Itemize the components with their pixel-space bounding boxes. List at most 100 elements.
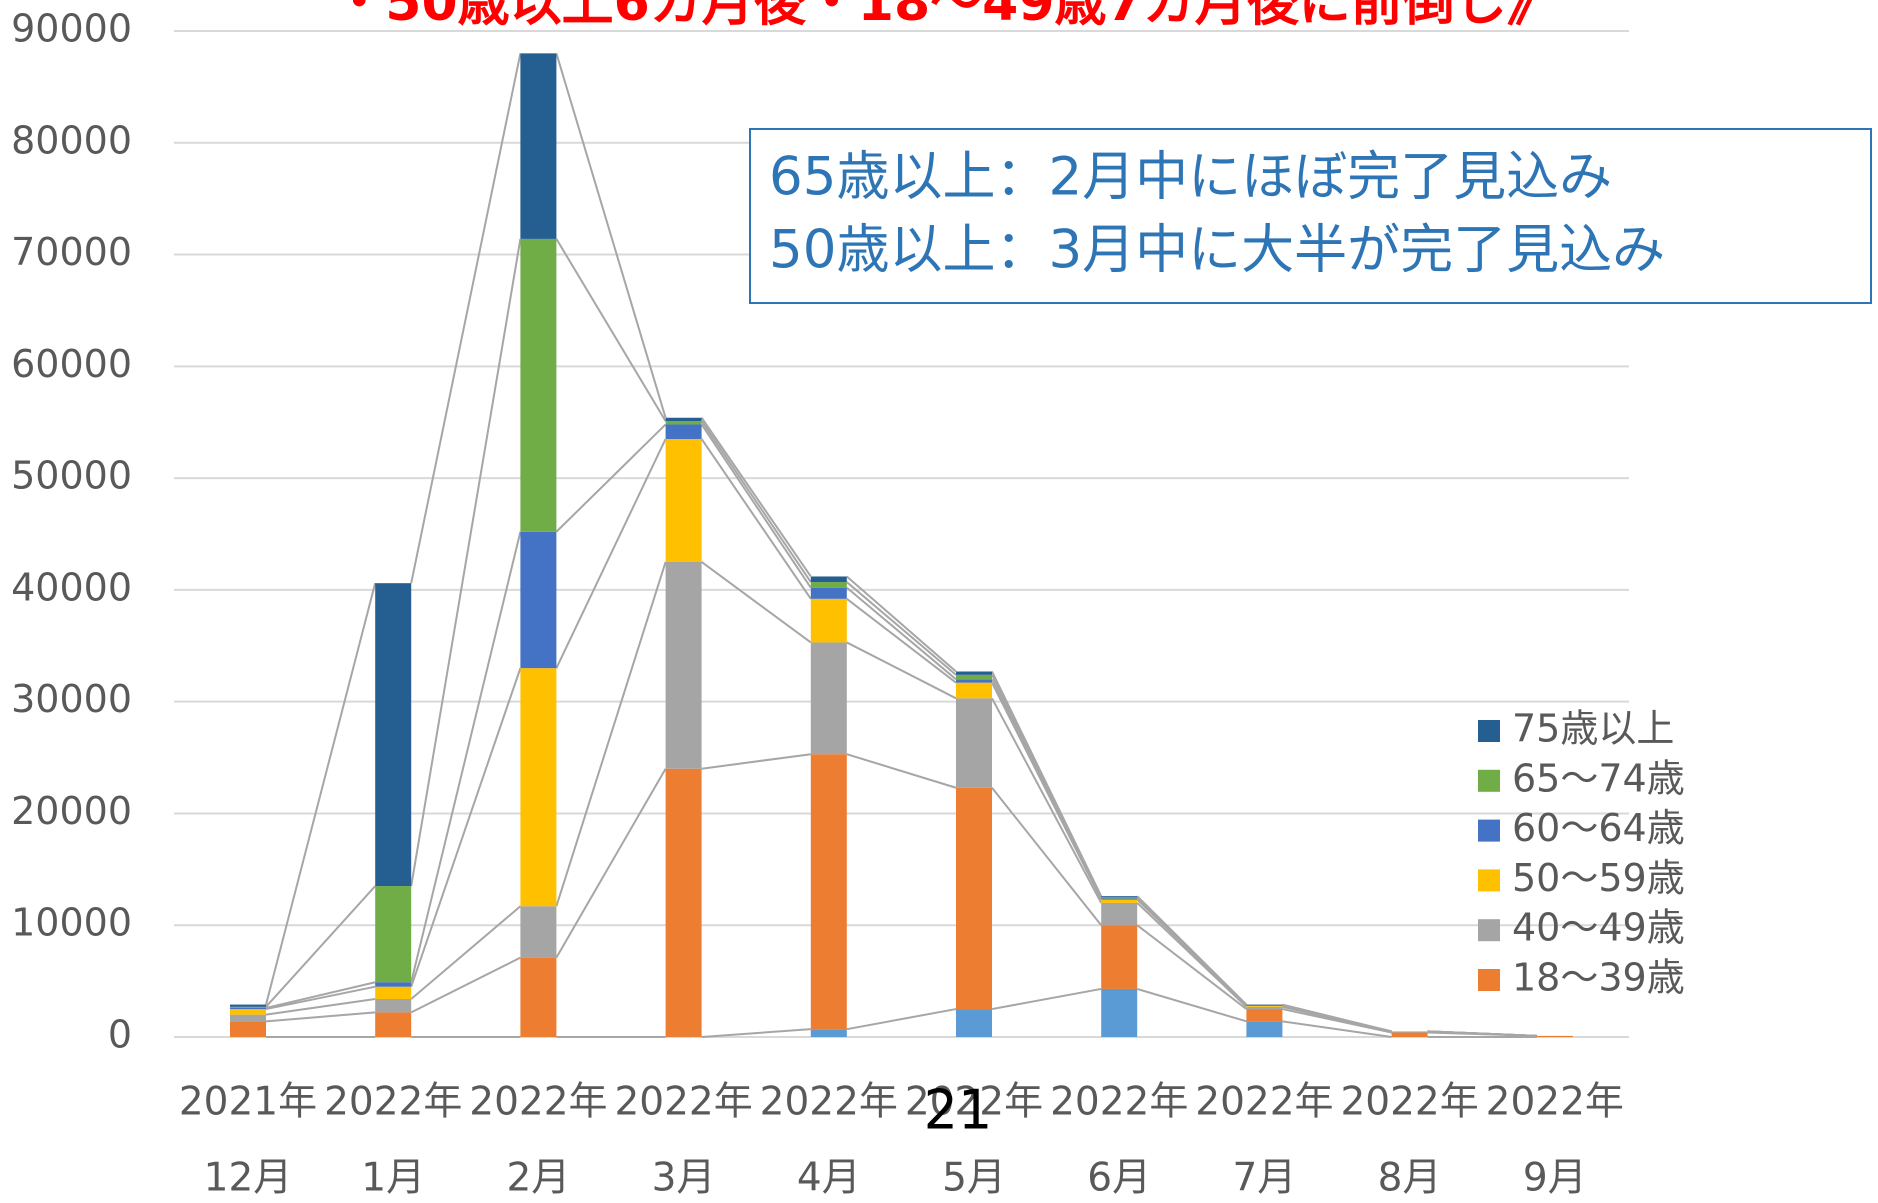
bar xyxy=(375,1012,412,1037)
legend-label: 40～49歳 xyxy=(1512,906,1685,950)
x-tick-label: 1月 xyxy=(361,1156,425,1201)
legend-label: 65～74歳 xyxy=(1512,756,1685,800)
bar xyxy=(810,582,847,588)
series-line xyxy=(991,787,1102,926)
series-line xyxy=(1427,1030,1537,1037)
series-line xyxy=(846,575,957,673)
series-line xyxy=(846,1008,957,1031)
y-tick-label: 70000 xyxy=(11,230,132,274)
bar xyxy=(1101,925,1138,989)
bar xyxy=(1246,1021,1283,1037)
bar xyxy=(665,417,702,422)
annotation: 65歳以上：2月中にほぼ完了見込み xyxy=(769,147,1612,208)
legend-swatch xyxy=(1478,819,1500,842)
series-line xyxy=(701,561,812,644)
bar xyxy=(520,531,557,669)
series-line xyxy=(700,420,812,583)
series-line xyxy=(846,598,957,684)
bar xyxy=(1391,1032,1428,1037)
annotation-box xyxy=(749,128,1872,304)
x-tick-label: 5月 xyxy=(942,1156,1006,1201)
bar xyxy=(1101,902,1138,926)
x-tick-label: 3月 xyxy=(652,1156,716,1201)
legend-label: 60～64歳 xyxy=(1512,806,1685,850)
bar xyxy=(520,238,557,532)
bar xyxy=(810,576,847,583)
bar xyxy=(956,671,992,675)
legend-swatch xyxy=(1478,769,1500,792)
series-line xyxy=(701,753,811,770)
series-line xyxy=(1282,1003,1392,1033)
series-line xyxy=(410,238,522,887)
series-line xyxy=(410,905,522,1000)
bar xyxy=(520,957,557,1037)
series-line xyxy=(1282,1008,1392,1034)
series-line xyxy=(991,697,1103,904)
series-line xyxy=(265,985,376,1011)
bar xyxy=(956,682,992,699)
plot: 0 10000 20000 30000 40000 50000 60000 70000 8000… xyxy=(11,7,1685,1201)
series-line xyxy=(555,438,667,669)
bar xyxy=(1101,988,1138,1037)
bar xyxy=(1101,899,1138,903)
series-line xyxy=(991,671,1103,897)
y-tick-label: 10000 xyxy=(11,901,132,945)
series-line xyxy=(1136,895,1248,1006)
series-line xyxy=(410,53,522,584)
x-tick-label: 4月 xyxy=(797,1156,861,1201)
series-line xyxy=(700,417,812,578)
bar xyxy=(1246,1009,1283,1022)
y-tick-label: 60000 xyxy=(11,342,132,386)
bar xyxy=(230,1014,266,1022)
series-line xyxy=(265,582,377,1005)
x-tick-label: 2022年 xyxy=(324,1080,462,1125)
bar xyxy=(1101,898,1138,900)
x-tick-label: 2022年 xyxy=(469,1080,607,1125)
series-line xyxy=(846,753,957,789)
bar xyxy=(810,754,847,1030)
bar xyxy=(375,886,412,983)
annotation: 50歳以上：3月中に大半が完了見込み xyxy=(769,220,1665,281)
x-tick-label: 2022年 xyxy=(1195,1080,1333,1125)
bar xyxy=(375,583,412,887)
x-tick-label: 7月 xyxy=(1232,1156,1296,1201)
series-line xyxy=(265,885,376,1008)
chart-title: ・50歳以上6カ月後・18～49歳7カ月後に前倒し》 xyxy=(333,0,1558,33)
series-line xyxy=(555,53,667,419)
bar xyxy=(1246,1006,1283,1010)
bar xyxy=(810,598,847,643)
series-line xyxy=(1282,1020,1392,1038)
bar xyxy=(230,1009,266,1015)
x-tick-label: 2022年 xyxy=(614,1080,752,1125)
series-line xyxy=(846,581,957,676)
y-tick-label: 90000 xyxy=(11,7,132,51)
series-line xyxy=(700,438,812,600)
series-line xyxy=(555,238,667,422)
legend-swatch xyxy=(1478,869,1500,892)
bar xyxy=(230,1021,266,1037)
series-line xyxy=(410,531,522,983)
x-tick-label: 12月 xyxy=(204,1156,293,1201)
series-line xyxy=(410,956,521,1014)
bar xyxy=(810,587,847,599)
series-line xyxy=(265,1011,376,1023)
bar xyxy=(956,787,992,1010)
bar xyxy=(665,424,702,439)
series-line xyxy=(265,981,376,1009)
legend-swatch xyxy=(1478,720,1500,742)
bar xyxy=(956,698,992,788)
x-tick-label: 8月 xyxy=(1378,1156,1442,1201)
series-line xyxy=(555,768,667,959)
x-tick-label: 2022年 xyxy=(1050,1080,1188,1125)
series-line xyxy=(555,423,667,533)
bar xyxy=(1391,1031,1428,1033)
legend-label: 50～59歳 xyxy=(1512,856,1685,900)
bar xyxy=(230,1006,266,1008)
bar xyxy=(375,982,412,987)
y-tick-label: 80000 xyxy=(11,118,132,162)
x-tick-label: 2月 xyxy=(506,1156,570,1201)
bar xyxy=(1246,1005,1283,1007)
bar xyxy=(665,768,702,1037)
bar xyxy=(1246,1004,1283,1006)
